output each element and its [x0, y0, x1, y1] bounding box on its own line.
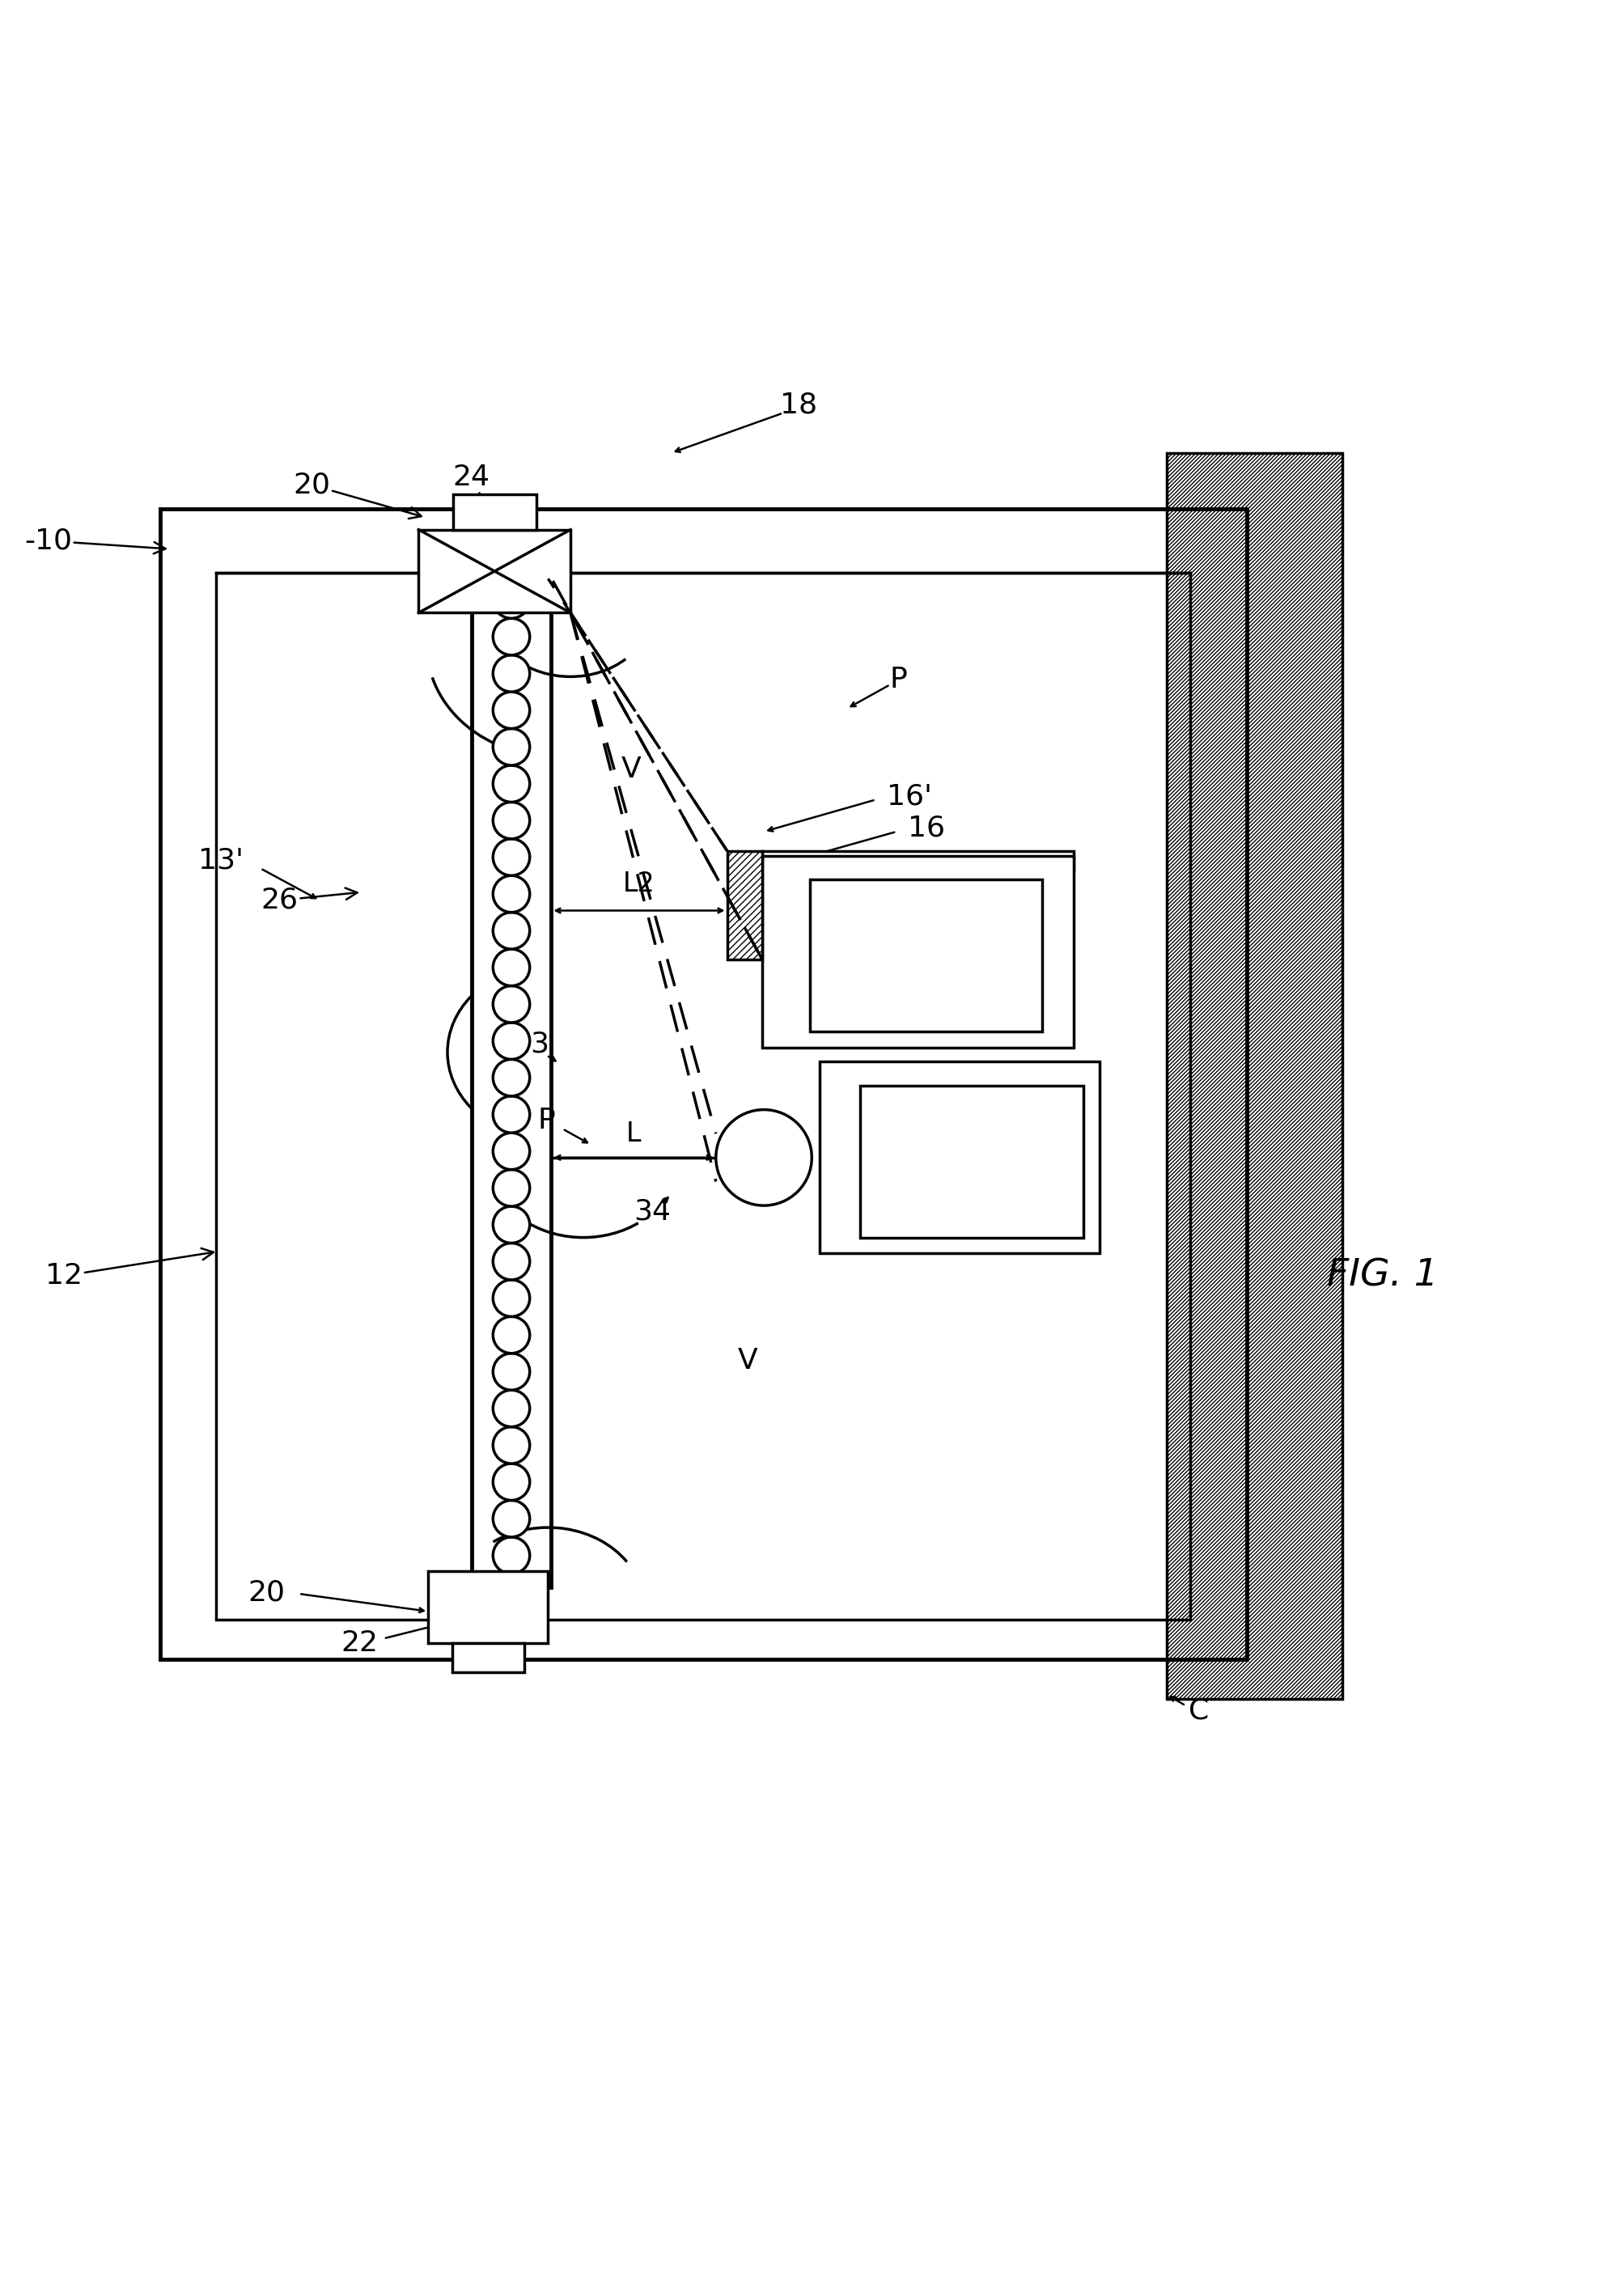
Bar [762, 852, 1074, 870]
Text: FIG. 1: FIG. 1 [1326, 1258, 1438, 1295]
Text: 34: 34 [633, 1199, 671, 1226]
Bar [860, 1086, 1083, 1238]
Text: L2: L2 [623, 870, 655, 898]
Circle shape [492, 1426, 529, 1463]
Circle shape [492, 1205, 529, 1242]
Circle shape [492, 1022, 529, 1058]
Circle shape [492, 1499, 529, 1536]
Circle shape [492, 728, 529, 765]
Text: L: L [626, 1120, 641, 1148]
Circle shape [492, 1536, 529, 1573]
Circle shape [492, 1463, 529, 1499]
Circle shape [492, 618, 529, 654]
Circle shape [492, 1242, 529, 1279]
Circle shape [492, 654, 529, 691]
Bar [452, 494, 537, 530]
Circle shape [492, 544, 529, 581]
Text: 16: 16 [908, 815, 944, 843]
Text: 14: 14 [994, 1189, 1031, 1217]
Text: C: C [1189, 1697, 1208, 1724]
Text: 22: 22 [340, 1630, 379, 1658]
Text: 26: 26 [260, 886, 358, 914]
Bar [452, 1644, 524, 1671]
Circle shape [492, 1132, 529, 1169]
Text: 20: 20 [292, 471, 422, 519]
Bar [727, 852, 762, 960]
Circle shape [492, 1169, 529, 1205]
Bar [216, 572, 1191, 1619]
Bar [428, 1570, 548, 1644]
Text: 12: 12 [45, 1249, 214, 1290]
Bar [762, 856, 1074, 1047]
Circle shape [492, 1095, 529, 1132]
Circle shape [492, 838, 529, 875]
Bar [810, 879, 1042, 1031]
Bar [820, 1061, 1099, 1254]
Text: 24: 24 [452, 464, 494, 523]
Circle shape [492, 801, 529, 838]
Circle shape [492, 581, 529, 618]
Circle shape [492, 1058, 529, 1095]
Text: V: V [622, 755, 641, 783]
Circle shape [492, 691, 529, 728]
Circle shape [492, 765, 529, 801]
Circle shape [492, 1352, 529, 1389]
Circle shape [492, 875, 529, 912]
Circle shape [492, 985, 529, 1022]
Circle shape [492, 1316, 529, 1352]
Text: -10: -10 [24, 528, 166, 556]
Text: 18: 18 [780, 390, 818, 418]
Text: 13': 13' [198, 847, 243, 875]
Text: 20: 20 [248, 1577, 286, 1605]
Text: V: V [738, 1348, 757, 1375]
Circle shape [492, 1389, 529, 1426]
Text: 13: 13 [511, 1031, 550, 1058]
Bar [419, 530, 570, 613]
Text: 16': 16' [887, 783, 932, 810]
Text: P: P [537, 1107, 556, 1134]
Circle shape [492, 948, 529, 985]
Circle shape [716, 1109, 812, 1205]
Text: P: P [888, 666, 908, 693]
Circle shape [492, 1279, 529, 1316]
Bar [160, 510, 1246, 1660]
Bar [1167, 452, 1342, 1699]
Circle shape [492, 912, 529, 948]
